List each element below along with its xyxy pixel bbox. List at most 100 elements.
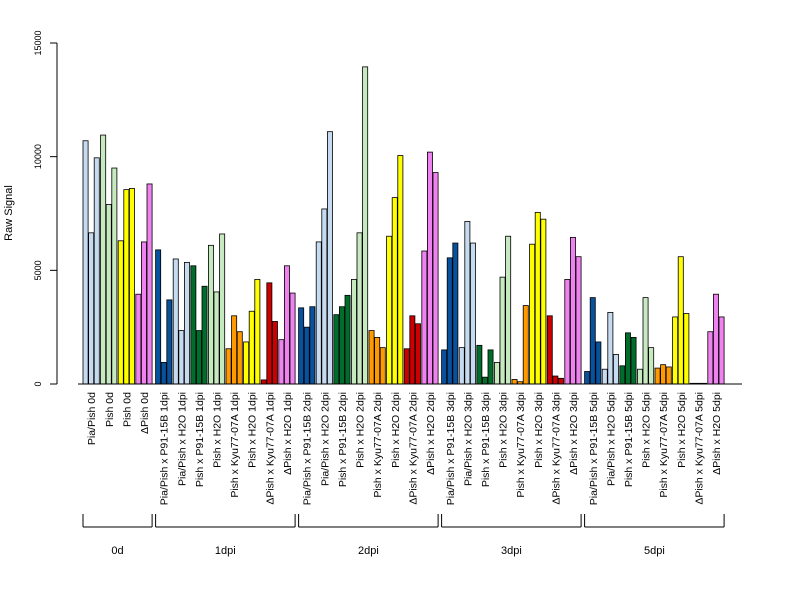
bar [575,256,582,385]
bar [481,376,488,385]
bar [172,258,179,385]
x-tick-label: Pia/Pish x P91-15B 3dpi [445,392,457,505]
x-tick-label: Pish x Kyu77-07A 1dpi [229,392,241,498]
bar [289,292,296,385]
bar [155,249,162,385]
bar [326,131,333,385]
bar [707,331,714,385]
bar [718,316,725,385]
bar [338,306,345,385]
bar [362,66,369,385]
y-tick-label: 15000 [33,30,43,55]
y-axis: 0 5000 10000 15000 [33,30,58,387]
bar [397,155,404,385]
bar [713,293,719,385]
x-tick-label: ΔPish x Kyu77-07A 1dpi [264,392,276,505]
bar [511,379,518,385]
bar [278,339,285,385]
bar [522,305,529,385]
x-tick-label: Pia/Pish x H2O 1dpi [176,392,188,486]
bar [505,235,512,385]
bar [595,341,602,385]
x-tick-label: ΔPish x H2O 2dpi [425,392,437,475]
bar [665,366,672,385]
x-tick-label: Pish x P91-15B 5dpi [623,392,635,487]
bar [642,297,649,385]
bar [570,236,576,385]
x-tick-label: Pia/Pish 0d [86,392,98,445]
x-tick-label: ΔPish x Kyu77-07A 2dpi [407,392,419,505]
bar [146,183,153,385]
x-tick-label: Pish x H2O 2dpi [355,392,367,468]
bar [476,344,483,385]
bar [458,347,465,385]
bar [446,257,453,385]
group-label: 2dpi [358,545,379,557]
x-tick-label: Pish 0d [121,392,133,427]
x-tick-label: Pia/Pish x P91-15B 2dpi [302,392,314,505]
y-tick-label: 0 [33,381,43,386]
x-tick-label: ΔPish x H2O 3dpi [568,392,580,475]
bar [540,218,547,385]
bar [350,279,357,385]
bar [183,261,190,385]
x-tick-label: Pish x P91-15B 1dpi [194,392,206,487]
bar [601,368,608,385]
bar [487,349,494,385]
x-tick-label: Pish x Kyu77-07A 2dpi [372,392,384,498]
bar [271,321,278,385]
bar [426,151,433,385]
bar [243,341,250,385]
bar [254,279,261,385]
bar [493,361,500,385]
bar [654,367,661,385]
bar [178,330,185,385]
x-tick-label: Pish x H2O 5dpi [676,392,688,468]
group-label: 5dpi [644,545,665,557]
bar [584,371,591,385]
bar [190,265,197,385]
bar [441,349,448,385]
y-axis-label: Raw Signal [3,185,15,241]
group-label: 1dpi [215,545,236,557]
x-tick-label: Pish x P91-15B 3dpi [480,392,492,487]
bar [100,134,107,385]
x-tick-label: Pish x H2O 2dpi [390,392,402,468]
bar [309,306,316,385]
bar [499,276,506,385]
bar [82,140,89,385]
x-tick-label: ΔPish x H2O 1dpi [282,392,294,475]
bar [409,315,416,385]
bar [619,365,626,385]
bar [207,244,214,385]
bar [248,310,255,385]
bar [637,368,643,385]
group-label: 0d [111,545,123,557]
bar [231,315,238,385]
x-tick-label: Pia/Pish x P91-15B 1dpi [159,392,171,505]
bar [128,188,135,385]
bar [558,377,564,385]
bar [260,379,267,385]
bar [452,242,459,385]
bar [677,256,684,385]
bar [379,347,386,385]
group-label: 3dpi [501,545,522,557]
bar [236,331,243,385]
bar [160,361,167,385]
bar [195,330,202,385]
bar [298,307,305,385]
bar [374,336,381,385]
x-tick-label: ΔPish 0d [139,392,151,434]
x-tick-label: Pish x Kyu77-07A 3dpi [515,392,527,498]
bar [140,241,147,385]
bar [303,326,310,385]
x-tick-label: Pia/Pish x H2O 3dpi [462,392,474,486]
x-tick-label: Pish 0d [104,392,116,427]
x-tick-label: Pish x H2O 5dpi [641,392,653,468]
x-tick-label: Pia/Pish x P91-15B 5dpi [588,392,600,505]
bar [283,265,290,385]
x-tick-label: Pish x H2O 3dpi [498,392,510,468]
bar [315,241,322,385]
